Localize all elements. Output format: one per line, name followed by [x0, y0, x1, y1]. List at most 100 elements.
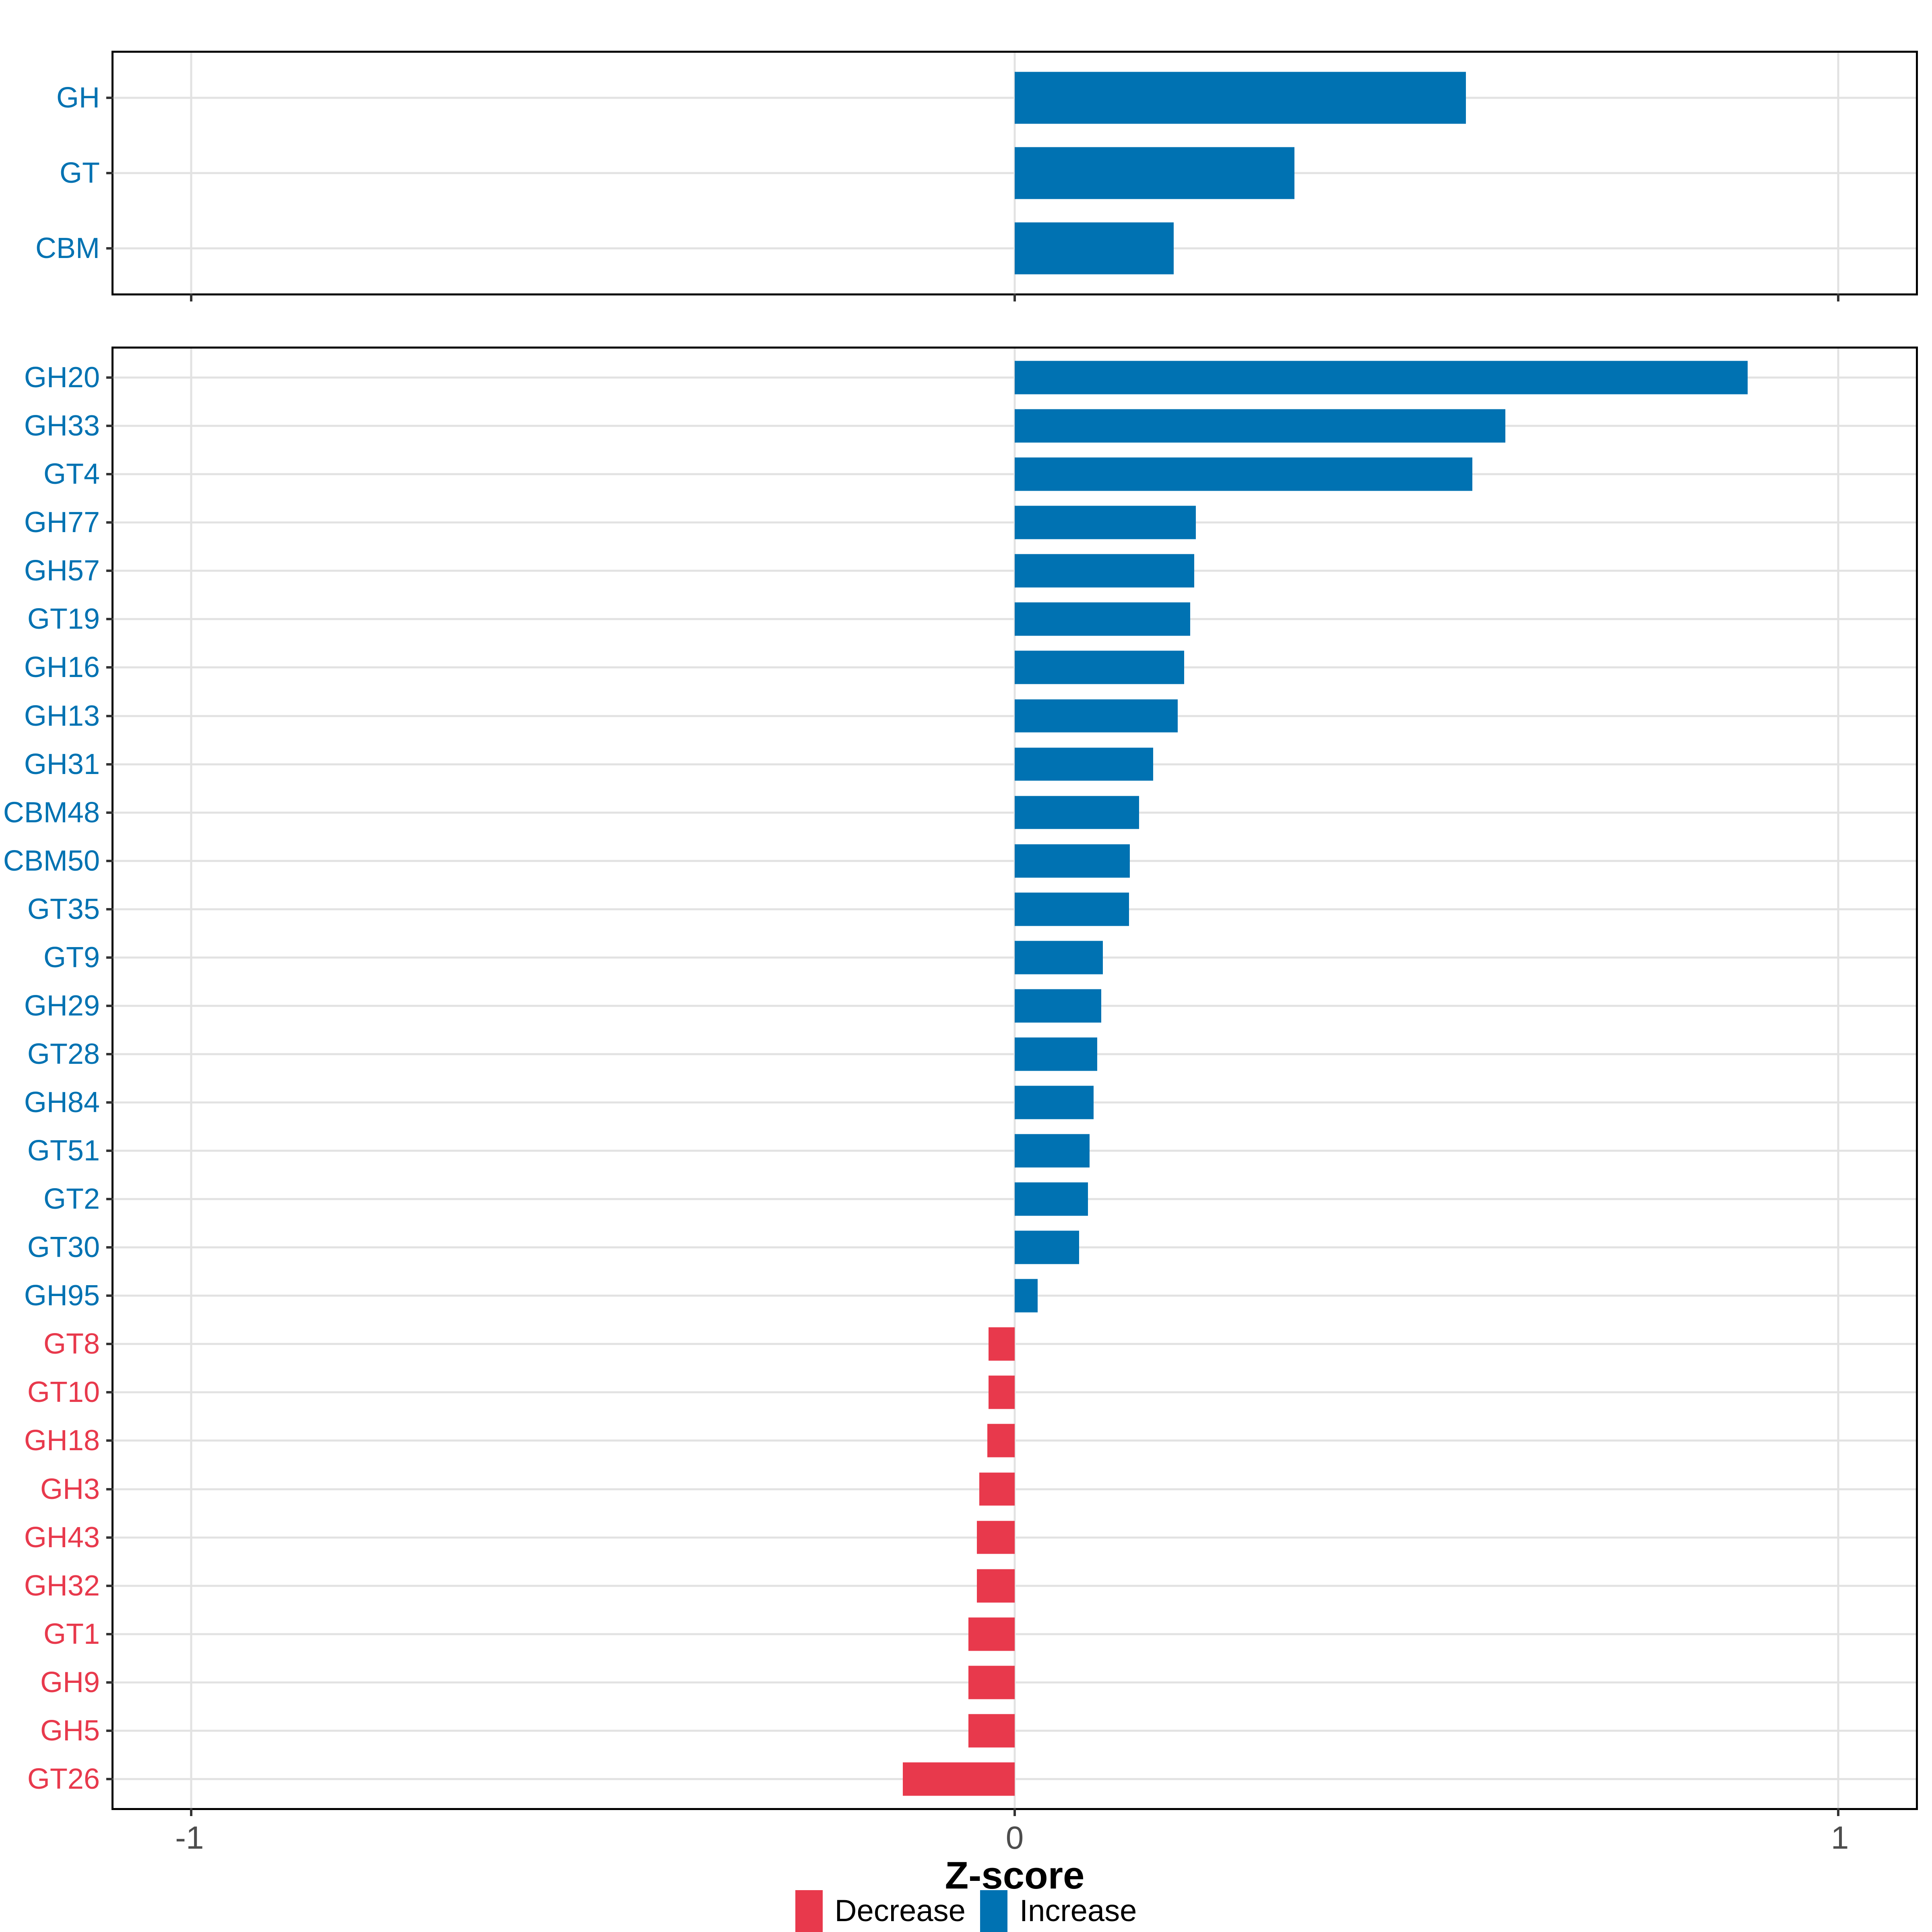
gridline-x-1 — [1837, 349, 1839, 1808]
x-axis-tick — [1837, 1808, 1839, 1816]
legend-item-increase: Increase — [980, 1890, 1137, 1932]
category-label-GT: GT — [60, 157, 100, 189]
bar-GT19 — [1015, 602, 1190, 636]
bar-GT51 — [1015, 1134, 1090, 1168]
category-label-GH16: GH16 — [24, 651, 100, 684]
legend-item-decrease: Decrease — [795, 1890, 966, 1932]
x-axis-title: Z-score — [945, 1854, 1085, 1897]
category-label-CBM50: CBM50 — [3, 844, 100, 877]
gridline-row — [114, 1439, 1916, 1442]
x-axis-tick-labels: -1 0 1 — [111, 1818, 1918, 1862]
y-axis-tick — [106, 1391, 114, 1394]
bar-GH77 — [1015, 506, 1196, 539]
y-axis-tick — [106, 618, 114, 621]
gridline-row — [114, 1633, 1916, 1635]
bar-GH84 — [1015, 1086, 1094, 1119]
category-label-GT19: GT19 — [27, 603, 100, 636]
category-label-GH29: GH29 — [24, 989, 100, 1022]
category-label-GH3: GH3 — [40, 1473, 100, 1505]
category-label-GH18: GH18 — [24, 1424, 100, 1457]
y-axis-tick — [106, 859, 114, 862]
y-axis-tick — [106, 425, 114, 427]
category-label-CBM: CBM — [35, 232, 100, 264]
x-tick-label-1: 1 — [1831, 1820, 1849, 1856]
y-axis-tick — [106, 908, 114, 910]
gridline-row — [114, 1585, 1916, 1587]
category-label-GH77: GH77 — [24, 506, 100, 539]
bar-CBM48 — [1015, 796, 1139, 830]
category-label-GT9: GT9 — [43, 941, 100, 974]
y-axis-tick — [106, 473, 114, 476]
category-label-GT10: GT10 — [27, 1376, 100, 1409]
bar-GH57 — [1015, 554, 1194, 588]
y-axis-tick — [106, 956, 114, 959]
y-axis-tick — [106, 714, 114, 717]
bar-GT28 — [1015, 1037, 1097, 1071]
category-label-GH20: GH20 — [24, 361, 100, 394]
bar-GH20 — [1015, 361, 1748, 394]
legend-label-increase: Increase — [1019, 1894, 1137, 1928]
bar-GH29 — [1015, 989, 1101, 1023]
bar-GT30 — [1015, 1230, 1079, 1264]
y-axis-tick — [106, 1343, 114, 1346]
bar-GT — [1015, 147, 1295, 199]
increase-swatch-icon — [980, 1890, 1007, 1932]
gridline-row — [114, 1391, 1916, 1393]
y-axis-tick — [106, 1488, 114, 1490]
y-axis-tick — [106, 811, 114, 814]
category-label-GT35: GT35 — [27, 893, 100, 925]
y-axis-tick — [106, 1101, 114, 1104]
x-tick-label-0: 0 — [1005, 1820, 1024, 1856]
y-axis-tick — [106, 376, 114, 379]
y-axis-tick — [106, 247, 114, 250]
category-label-GH95: GH95 — [24, 1280, 100, 1312]
gridline-row — [114, 1488, 1916, 1490]
bar-GH33 — [1015, 409, 1506, 443]
gridline-row — [114, 1681, 1916, 1684]
y-axis-tick — [106, 1729, 114, 1732]
panel-top-summary: GH GT CBM — [35, 51, 1918, 301]
bar-GH3 — [979, 1472, 1015, 1506]
gridline-row — [114, 1343, 1916, 1345]
category-label-GH9: GH9 — [40, 1666, 100, 1699]
y-axis-tick — [106, 1777, 114, 1780]
x-tick-label--1: -1 — [175, 1820, 204, 1856]
x-axis-tick — [190, 293, 193, 301]
category-label-GH32: GH32 — [24, 1569, 100, 1602]
bar-GT35 — [1015, 892, 1129, 926]
bar-GH5 — [968, 1714, 1015, 1748]
y-axis-tick — [106, 570, 114, 572]
panel-bottom-families: GH20 GH33 GT4 GH77 GH57 GT19 GH16 GH13 GH31 CBM48… — [3, 347, 1918, 1816]
y-axis-tick — [106, 1536, 114, 1539]
y-axis-tick — [106, 666, 114, 669]
category-label-GT1: GT1 — [43, 1618, 100, 1650]
category-label-GH5: GH5 — [40, 1714, 100, 1747]
x-axis-tick — [1837, 293, 1839, 301]
x-axis-tick — [190, 1808, 193, 1816]
bar-GT1 — [968, 1617, 1015, 1651]
y-axis-tick — [106, 1053, 114, 1055]
category-label-GT51: GT51 — [27, 1135, 100, 1167]
bar-GH — [1015, 72, 1466, 124]
y-axis-tick — [106, 1633, 114, 1635]
y-axis-tick — [106, 1681, 114, 1684]
category-label-GT4: GT4 — [43, 458, 100, 491]
bar-GT26 — [902, 1762, 1015, 1796]
category-label-CBM48: CBM48 — [3, 796, 100, 829]
bar-GH31 — [1015, 747, 1153, 781]
y-axis-tick — [106, 172, 114, 174]
legend-label-decrease: Decrease — [834, 1894, 966, 1928]
legend: Decrease Increase — [0, 1887, 1932, 1932]
bar-GT8 — [988, 1327, 1015, 1361]
bar-GH9 — [968, 1666, 1015, 1699]
gridline-x-0 — [1013, 349, 1016, 1808]
bar-GH95 — [1015, 1279, 1038, 1313]
category-label-GT30: GT30 — [27, 1231, 100, 1264]
bar-GH13 — [1015, 699, 1178, 733]
category-label-GH84: GH84 — [24, 1086, 100, 1119]
gridline-row — [114, 1536, 1916, 1539]
bar-GT10 — [988, 1376, 1015, 1409]
y-axis-tick — [106, 97, 114, 99]
bar-GH16 — [1015, 651, 1185, 684]
